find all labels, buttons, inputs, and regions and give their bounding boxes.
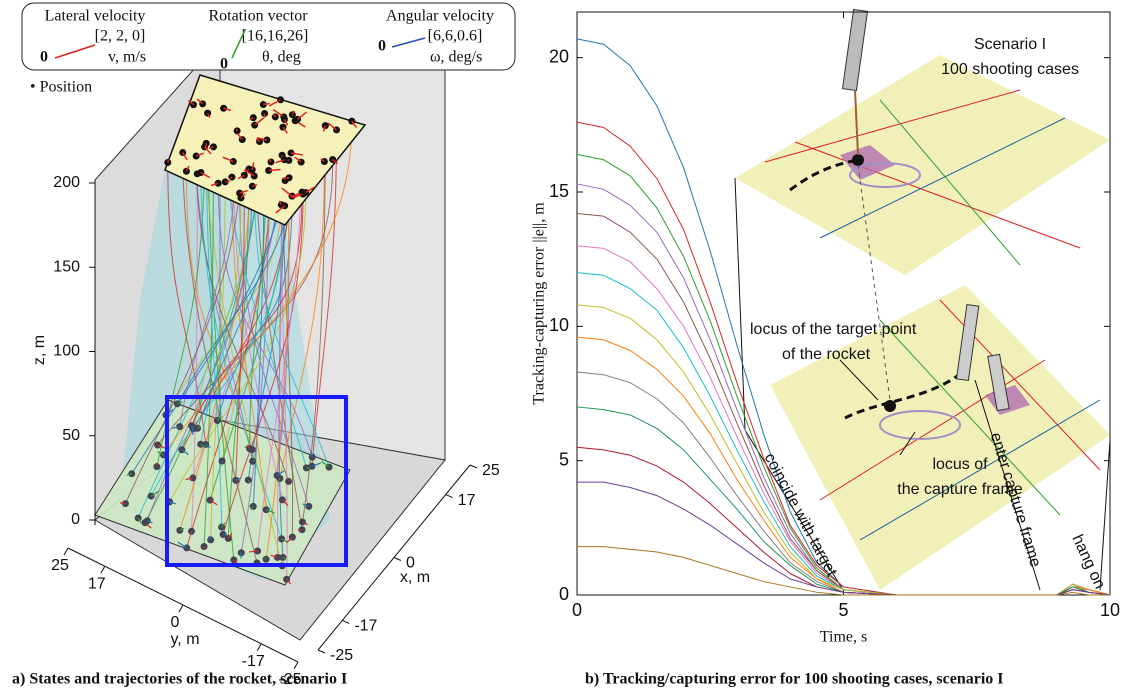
- legend-origin: 0: [378, 38, 386, 55]
- velocity-arrow: [263, 104, 269, 105]
- rocket-dot: [249, 458, 256, 465]
- y-tick: [294, 662, 298, 669]
- x-tick-label: 25: [482, 462, 500, 479]
- x-tick: [394, 558, 401, 561]
- legend-box: Lateral velocity [2, 2, 0] 0 v, m/s Rota…: [22, 3, 515, 73]
- y-tick-label: 15: [549, 181, 569, 201]
- z-label: z, m: [31, 335, 48, 365]
- legend-vector: [16,16,26]: [242, 28, 309, 45]
- x-label: x, m: [400, 569, 430, 586]
- leader: [1100, 440, 1110, 590]
- y-tick: [101, 566, 105, 573]
- annotation: Scenario I: [974, 36, 1046, 53]
- y-tick-label: 17: [88, 575, 106, 592]
- position-label: • Position: [30, 79, 92, 96]
- y-tick-label: 20: [549, 46, 569, 66]
- x-tick: [342, 620, 349, 623]
- annotation: of the rocket: [782, 346, 871, 363]
- legend-title: Angular velocity: [386, 8, 494, 25]
- inset-top: [735, 9, 1110, 275]
- velocity-arrow: [223, 534, 226, 535]
- legend-unit: θ, deg: [262, 49, 301, 66]
- caption: b) Tracking/capturing error for 100 shoo…: [585, 671, 1004, 688]
- z-tick-label: 200: [53, 174, 80, 191]
- inset-plane: [735, 55, 1110, 275]
- z-tick-label: 150: [53, 258, 80, 275]
- velocity-arrow: [288, 479, 289, 481]
- x-tick: [446, 495, 453, 498]
- z-tick-label: 0: [71, 511, 80, 528]
- legend-vector: [6,6,0.6]: [428, 28, 483, 45]
- legend-title: Rotation vector: [208, 8, 308, 25]
- z-tick-label: 100: [53, 343, 80, 360]
- legend-origin: 0: [40, 49, 48, 66]
- legend-unit: ω, deg/s: [430, 49, 482, 66]
- y-tick: [257, 644, 261, 651]
- velocity-arrow: [253, 460, 256, 461]
- z-tick-label: 50: [62, 427, 80, 444]
- y-tick-label: 10: [549, 315, 569, 335]
- annotation: locus of: [932, 456, 988, 473]
- velocity-arrow: [269, 169, 281, 170]
- velocity-arrow: [265, 558, 266, 559]
- annotation: 100 shooting cases: [941, 61, 1079, 78]
- x-tick-label: -17: [354, 618, 377, 635]
- legend-origin: 0: [220, 56, 228, 73]
- velocity-arrow: [298, 530, 302, 531]
- y-label: y, m: [170, 631, 199, 648]
- y-tick-label: 0: [171, 614, 180, 631]
- x-tick-label: 0: [406, 555, 415, 572]
- y-label: Tracking-capturing error ||e||, m: [531, 202, 548, 405]
- rocket: [843, 9, 868, 90]
- y-tick-label: -17: [242, 653, 265, 670]
- x-label: Time, s: [820, 629, 867, 646]
- legend-title: Lateral velocity: [45, 8, 146, 25]
- y-tick-label: -25: [278, 671, 301, 688]
- y-tick-label: 0: [559, 584, 569, 604]
- velocity-arrow: [168, 160, 169, 163]
- y-tick: [179, 605, 183, 612]
- velocity-arrow: [222, 461, 223, 462]
- y-tick: [64, 548, 68, 555]
- velocity-arrow: [193, 429, 194, 435]
- y-tick-label: 5: [559, 449, 569, 469]
- x-tick-label: 10: [1100, 600, 1120, 620]
- annotation: locus of the target point: [750, 321, 917, 338]
- rocket-dot: [250, 114, 257, 121]
- x-tick-label: 0: [572, 600, 582, 620]
- velocity-arrow: [237, 129, 238, 131]
- legend-vector: [2, 2, 0]: [95, 28, 146, 45]
- velocity-arrow: [120, 503, 125, 504]
- x-tick-label: -25: [330, 647, 353, 664]
- legend-unit: v, m/s: [108, 49, 146, 66]
- x-tick: [318, 650, 325, 653]
- x-tick-label: 5: [838, 600, 848, 620]
- target-point: [884, 400, 896, 412]
- velocity-arrow: [225, 181, 229, 182]
- x-tick: [470, 465, 477, 468]
- velocity-arrow: [282, 178, 289, 179]
- target-point: [852, 154, 864, 166]
- x-tick-label: 17: [458, 492, 476, 509]
- y-tick-label: 25: [51, 557, 69, 574]
